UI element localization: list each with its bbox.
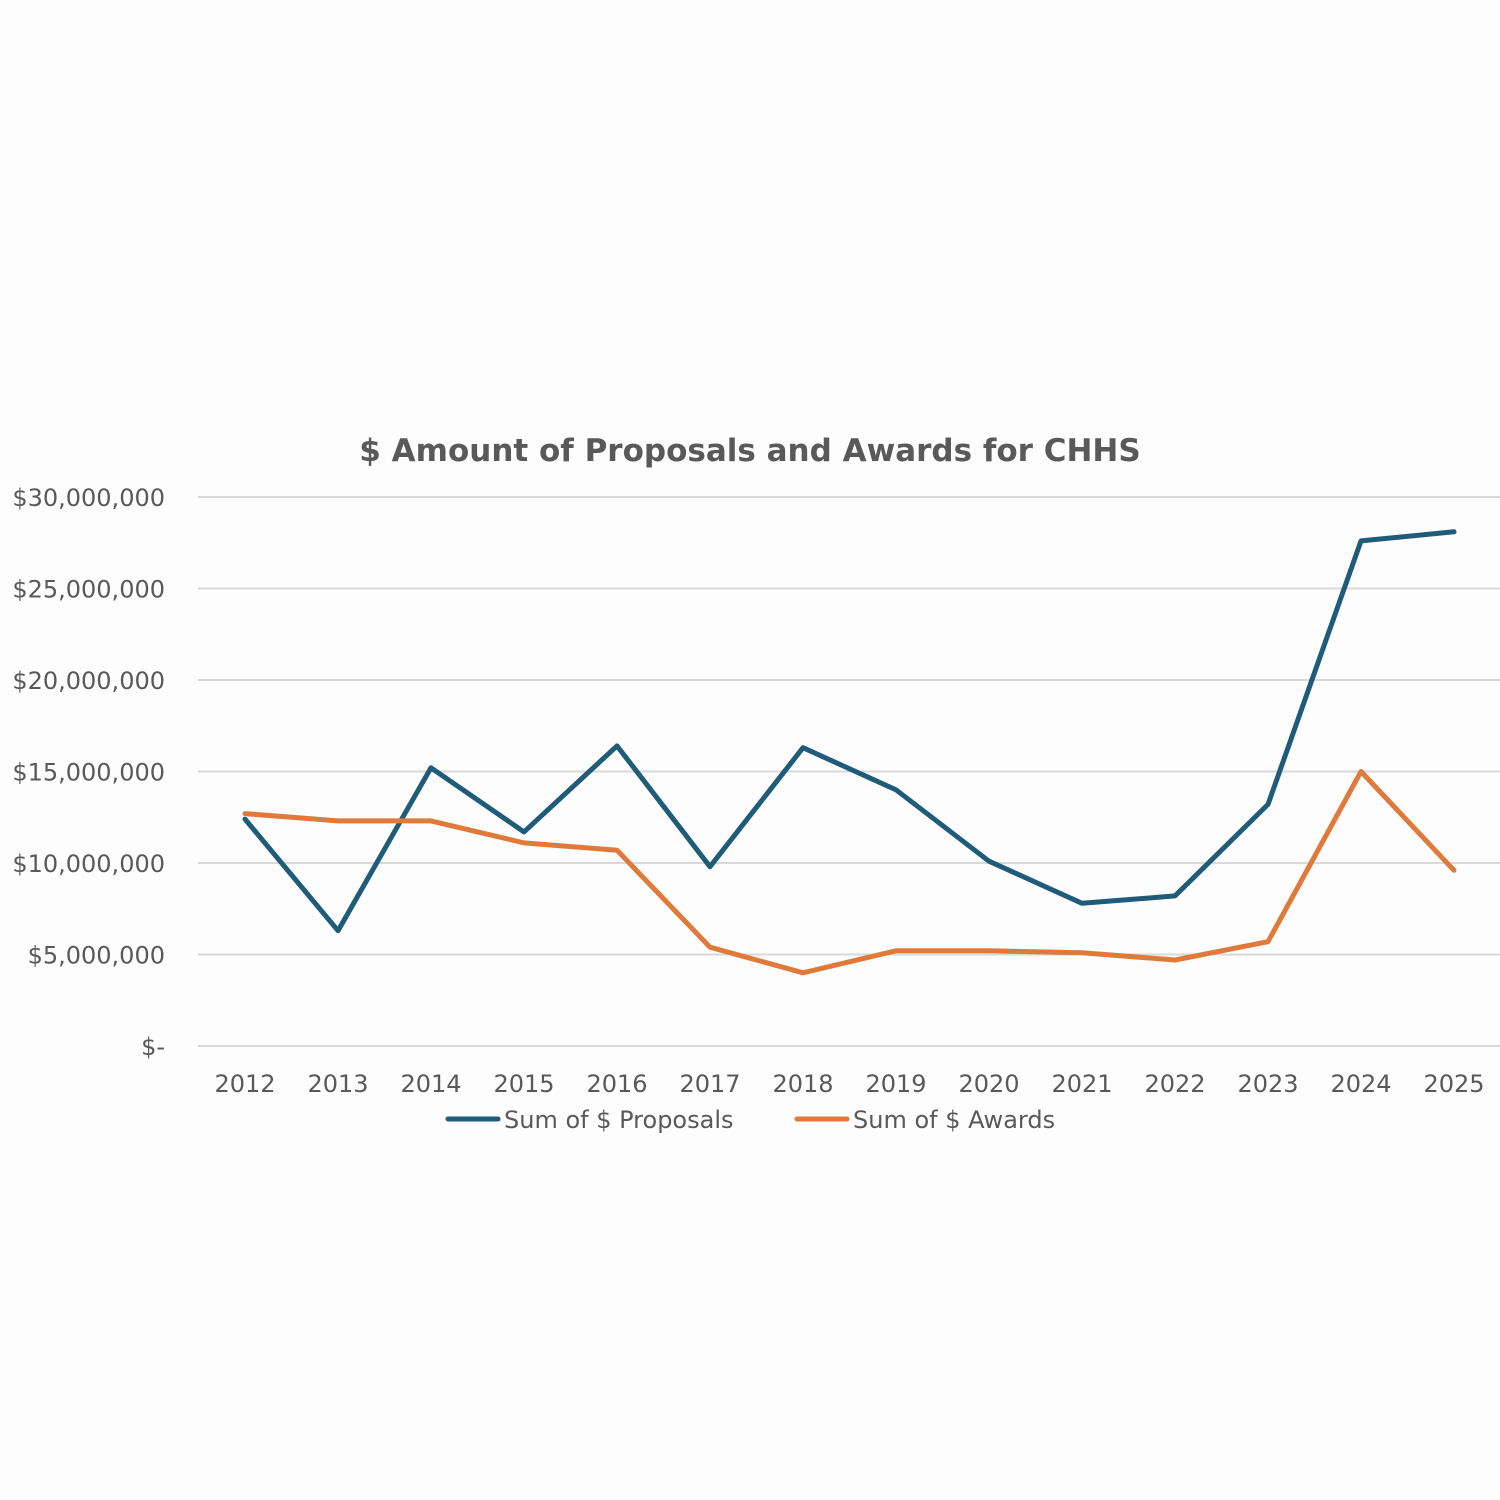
- x-axis-tick-labels: 2012 2013 2014 2015 2016 2017 2018 2019 2020 2021…: [214, 1070, 1484, 1098]
- x-tick-label: 2019: [865, 1070, 926, 1098]
- chart-title: $ Amount of Proposals and Awards for CHH…: [359, 433, 1140, 469]
- x-tick-label: 2014: [400, 1070, 461, 1098]
- legend-label: Sum of $ Proposals: [504, 1106, 734, 1134]
- series-line-proposals: [242, 529, 1457, 934]
- legend: Sum of $ Proposals Sum of $ Awards: [445, 1106, 1055, 1134]
- x-tick-label: 2023: [1237, 1070, 1298, 1098]
- x-tick-label: 2015: [493, 1070, 554, 1098]
- y-tick-label: $30,000,000: [12, 484, 165, 512]
- x-tick-label: 2018: [772, 1070, 833, 1098]
- x-tick-label: 2012: [214, 1070, 275, 1098]
- series-line-awards: [242, 769, 1457, 976]
- x-tick-label: 2017: [679, 1070, 740, 1098]
- x-tick-label: 2024: [1330, 1070, 1391, 1098]
- y-tick-label: $15,000,000: [12, 759, 165, 787]
- x-tick-label: 2013: [307, 1070, 368, 1098]
- legend-label: Sum of $ Awards: [853, 1106, 1055, 1134]
- y-tick-label: $10,000,000: [12, 850, 165, 878]
- x-tick-label: 2016: [586, 1070, 647, 1098]
- y-tick-label: $25,000,000: [12, 576, 165, 604]
- x-tick-label: 2022: [1144, 1070, 1205, 1098]
- series-lines: [242, 529, 1457, 976]
- gridlines: [198, 496, 1500, 1047]
- x-tick-label: 2020: [958, 1070, 1019, 1098]
- y-tick-label: $-: [141, 1033, 165, 1061]
- y-tick-label: $20,000,000: [12, 667, 165, 695]
- x-tick-label: 2021: [1051, 1070, 1112, 1098]
- y-axis-tick-labels: $- $5,000,000 $10,000,000 $15,000,000 $20,00…: [12, 484, 165, 1061]
- y-tick-label: $5,000,000: [28, 942, 165, 970]
- x-tick-label: 2025: [1423, 1070, 1484, 1098]
